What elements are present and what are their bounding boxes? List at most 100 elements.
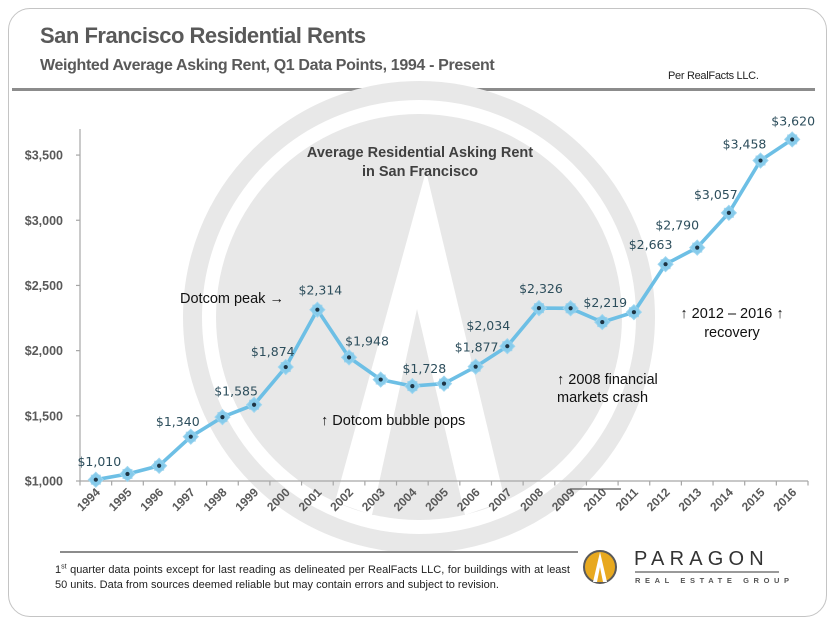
data-point-center [188, 434, 193, 439]
data-point-center [600, 319, 605, 325]
footnote-ordinal: 1 [55, 564, 62, 576]
data-point [720, 204, 738, 222]
x-tick-label: 2012 [644, 485, 673, 514]
x-tick-label: 1997 [169, 485, 198, 514]
data-label: $1,874 [251, 344, 295, 359]
annotation-2008-crash-line-2: markets crash [557, 390, 648, 406]
slide-frame [8, 8, 827, 617]
x-tick-label: 1999 [232, 485, 261, 514]
annotation-dotcom-peak: Dotcom peak → [180, 291, 284, 307]
x-tick-label: 2013 [676, 485, 705, 514]
paragon-logo-icon [583, 550, 617, 584]
data-point [87, 471, 105, 488]
data-point [783, 131, 801, 148]
chart-title-line-2: in San Francisco [362, 164, 478, 180]
annotation-dotcom-bubble: ↑ Dotcom bubble pops [321, 413, 465, 429]
data-point-center [157, 463, 162, 468]
data-point-center [441, 381, 447, 386]
data-point-center [220, 415, 225, 420]
data-point [277, 358, 294, 376]
watermark-spire-inner [372, 309, 465, 515]
data-point [182, 428, 199, 445]
watermark-logo [183, 81, 655, 553]
data-point-center [410, 383, 415, 389]
annotation-recovery-line-2: recovery [704, 325, 760, 341]
data-point [594, 313, 611, 331]
data-label: $1,585 [214, 384, 258, 399]
y-tick-label: $3,500 [25, 149, 63, 163]
y-tick-label: $3,000 [25, 214, 63, 228]
logo-tagline: REAL ESTATE GROUP [635, 576, 794, 585]
data-labels: $1,010 $1,340 $1,585 $1,874 $2,314 $1,948 $1,7… [77, 113, 815, 469]
data-point-center [663, 262, 668, 267]
x-tick-label: 1998 [201, 485, 230, 514]
data-point-center [473, 364, 478, 369]
data-source: Per RealFacts LLC. [668, 70, 759, 82]
data-point [752, 152, 769, 169]
annotation-2008-crash-line-1: ↑ 2008 financial [557, 372, 658, 388]
data-point-center [125, 471, 130, 477]
data-label: $1,340 [156, 414, 200, 429]
data-point-center [758, 158, 763, 163]
series-layer [87, 131, 801, 488]
page-subtitle: Weighted Average Asking Rent, Q1 Data Po… [40, 57, 495, 74]
data-label: $2,790 [655, 218, 699, 233]
data-point-center [378, 377, 383, 382]
x-tick-label: 1996 [137, 485, 166, 514]
footnote-divider [60, 551, 578, 553]
data-label: $1,010 [77, 454, 121, 469]
data-point-center [315, 307, 320, 312]
data-point [404, 377, 421, 395]
data-point-center [536, 306, 542, 311]
logo-divider [635, 571, 779, 573]
data-point [625, 303, 643, 321]
watermark-ring [183, 81, 655, 553]
page-title: San Francisco Residential Rents [40, 23, 366, 48]
y-tick-label: $1,000 [25, 475, 63, 489]
y-tick-label: $1,500 [25, 409, 63, 423]
footnote-text: quarter data points except for last read… [55, 564, 570, 591]
data-point-center [568, 306, 573, 311]
data-label: $1,877 [455, 340, 499, 355]
data-point [562, 300, 579, 317]
data-point-center [346, 355, 352, 360]
data-point [372, 371, 389, 388]
data-label: $3,458 [723, 137, 767, 152]
data-point-center [695, 245, 700, 250]
data-label: $2,314 [299, 283, 343, 298]
data-point [119, 465, 136, 483]
data-label: $2,034 [466, 318, 510, 333]
data-label: $2,326 [519, 281, 563, 296]
data-point-center [631, 310, 637, 315]
data-point-center [93, 477, 98, 482]
y-tick-label: $2,000 [25, 344, 63, 358]
x-tick-label: 2016 [771, 485, 800, 514]
footnote: 1st quarter data points except for last … [55, 563, 570, 593]
data-point [214, 408, 231, 426]
x-tick-label: 2014 [707, 485, 736, 514]
data-point [309, 301, 326, 318]
data-label: $2,663 [629, 237, 673, 252]
data-point [689, 239, 706, 256]
chart-title-line-1: Average Residential Asking Rent [307, 145, 533, 161]
data-point-center [251, 402, 257, 407]
data-label: $2,219 [583, 295, 627, 310]
data-label: $3,057 [694, 187, 738, 202]
data-point [340, 349, 358, 366]
data-label: $1,728 [402, 361, 446, 376]
x-tick-label: 2015 [739, 485, 768, 514]
annotation-recovery-line-1: ↑ 2012 – 2016 ↑ [680, 306, 783, 322]
data-point [499, 337, 516, 355]
logo-name: PARAGON [634, 548, 769, 570]
data-label: $1,948 [345, 333, 389, 348]
data-point [530, 299, 548, 317]
data-point [150, 457, 168, 474]
data-point-center [790, 137, 795, 142]
data-label: $3,620 [771, 113, 815, 128]
footnote-ordinal-suffix: st [61, 563, 67, 571]
data-point [245, 396, 263, 413]
data-point-center [726, 210, 731, 215]
x-tick-label: 1995 [106, 485, 135, 514]
data-point [467, 358, 484, 375]
